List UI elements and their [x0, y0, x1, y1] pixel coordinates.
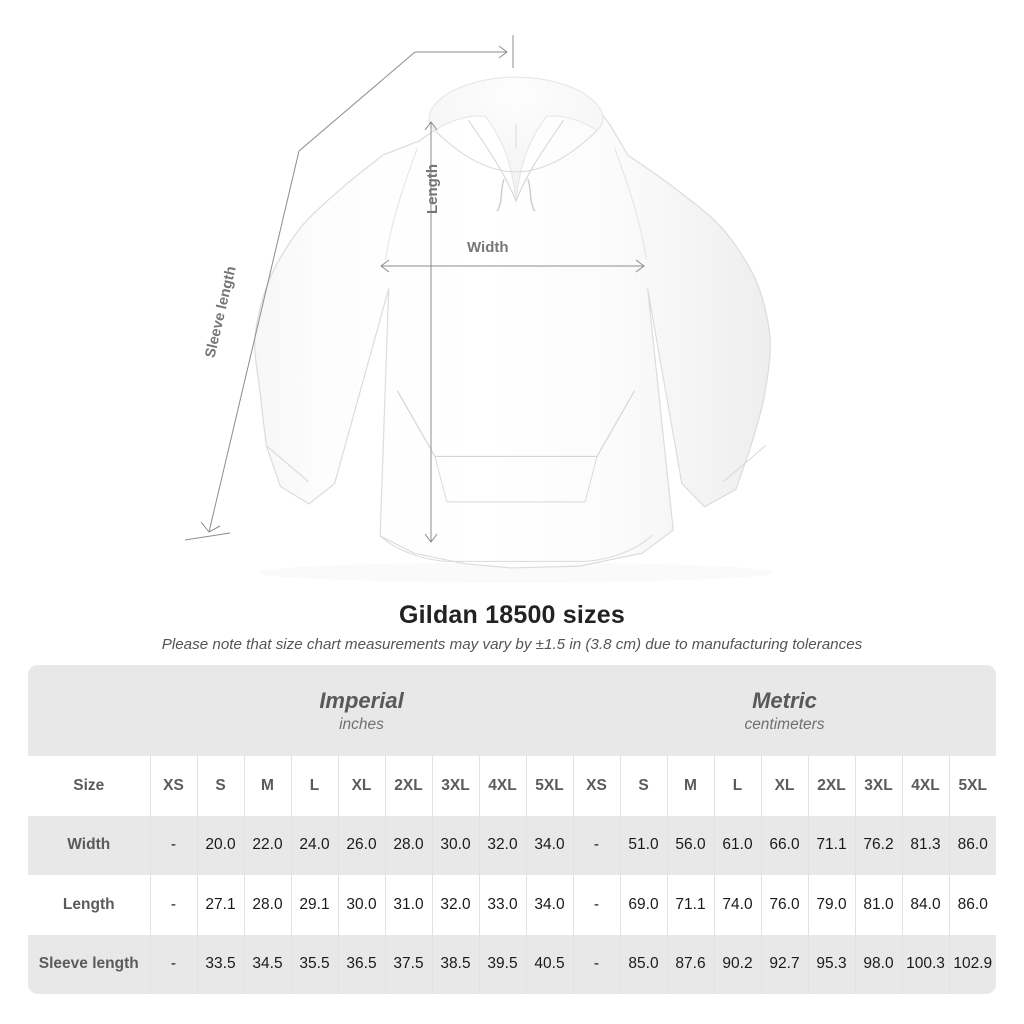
svg-text:Length: Length — [424, 164, 441, 214]
svg-text:Width: Width — [467, 239, 509, 256]
svg-text:Sleeve length: Sleeve length — [203, 265, 240, 360]
